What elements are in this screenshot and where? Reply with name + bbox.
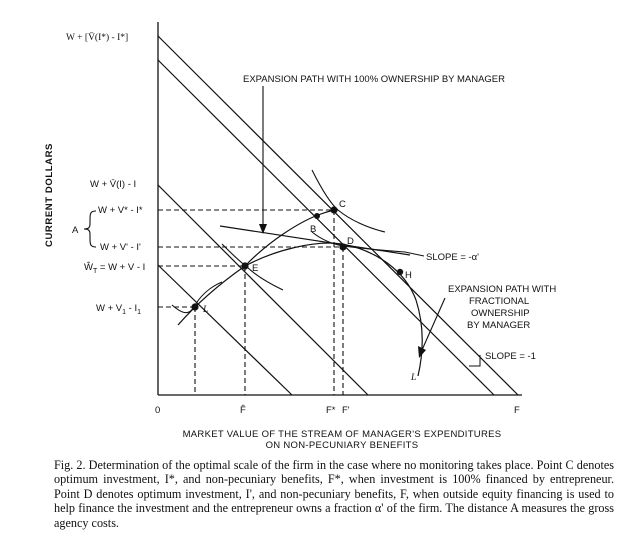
annotation-expansion-fractional-3: OWNERSHIP: [471, 308, 530, 319]
y-label-v1-subscript: 1: [122, 309, 126, 316]
point-e-dot: [241, 262, 249, 270]
annotation-expansion-fractional-4: BY MANAGER: [467, 320, 530, 331]
point-label-c: C: [339, 199, 346, 210]
y-label-top: W + [V̄(I*) - I*]: [66, 31, 128, 43]
y-label-w-t: ŴT = W + V - I: [84, 262, 145, 275]
annotation-expansion-full: EXPANSION PATH WITH 100% OWNERSHIP BY MA…: [243, 74, 505, 85]
y-label-v1-base: W + V: [96, 303, 123, 314]
slope-minus-one-marker: [469, 355, 481, 367]
x-label-f-hat: F̂: [240, 404, 246, 416]
point-d-dot: [339, 243, 347, 251]
figure-caption: Fig. 2. Determination of the optimal sca…: [54, 458, 614, 530]
point-label-e: E: [252, 263, 258, 274]
expansion-fractional-arrowhead: [418, 346, 426, 358]
x-label-f-prime: F': [342, 405, 350, 416]
point-label-b: B: [310, 224, 316, 235]
x-label-f: F: [514, 405, 520, 416]
point-l-dot: [191, 303, 199, 311]
brace-label-a: A: [72, 225, 79, 236]
annotation-expansion-fractional-1: EXPANSION PATH WITH: [448, 284, 556, 295]
y-label-w-t-rest: = W + V - I: [97, 262, 145, 273]
point-label-h: H: [405, 270, 412, 281]
budget-line-second: [157, 59, 495, 396]
point-c-dot: [330, 206, 338, 214]
point-h-dot: [396, 268, 404, 276]
point-label-d: D: [347, 236, 354, 247]
annotation-expansion-fractional-2: FRACTIONAL: [469, 296, 529, 307]
budget-lines: [157, 35, 519, 396]
point-label-l-end: L: [410, 373, 416, 383]
point-label-l: L: [202, 305, 208, 315]
indifference-curve-c: [311, 169, 386, 233]
budget-line-hat: [157, 264, 293, 396]
agency-cost-brace: [83, 210, 97, 248]
y-label-v1: W + V1 - I1: [96, 303, 141, 316]
expansion-fractional-pointer: [421, 297, 446, 351]
budget-line-top: [157, 35, 519, 396]
point-b-dot: [314, 213, 320, 219]
budget-line-vbar: [157, 184, 369, 396]
expansion-path-full-ownership: [177, 209, 335, 326]
x-axis-title-line1: MARKET VALUE OF THE STREAM OF MANAGER'S …: [183, 429, 502, 440]
indifference-curves: [171, 169, 406, 314]
annotation-slope-alpha: SLOPE = -α': [426, 252, 479, 263]
y-label-v1-subscript-2: 1: [137, 309, 141, 316]
x-label-origin: 0: [155, 405, 160, 416]
y-label-w-t-subscript: T: [93, 268, 98, 275]
y-label-w-t-base: Ŵ: [84, 262, 93, 273]
annotation-slope-minus-one: SLOPE = -1: [485, 351, 536, 362]
slope-alpha-pointer: [404, 251, 425, 257]
y-label-vbar-i: W + V̄(I) - I: [90, 179, 136, 190]
expansion-full-arrowhead: [259, 224, 267, 234]
y-axis-title: CURRENT DOLLARS: [44, 143, 55, 247]
dashed-guides: [158, 209, 344, 395]
x-label-f-star: F*: [326, 405, 336, 416]
y-label-v-prime: W + V' - I': [100, 242, 141, 253]
y-label-v-star: W + V* - I*: [98, 205, 143, 216]
y-label-v1-mid: - I: [126, 303, 137, 314]
x-axis-title-line2: ON NON-PECUNIARY BENEFITS: [266, 440, 419, 451]
points: [191, 206, 404, 311]
expansion-path-fractional-ownership: [244, 242, 423, 377]
